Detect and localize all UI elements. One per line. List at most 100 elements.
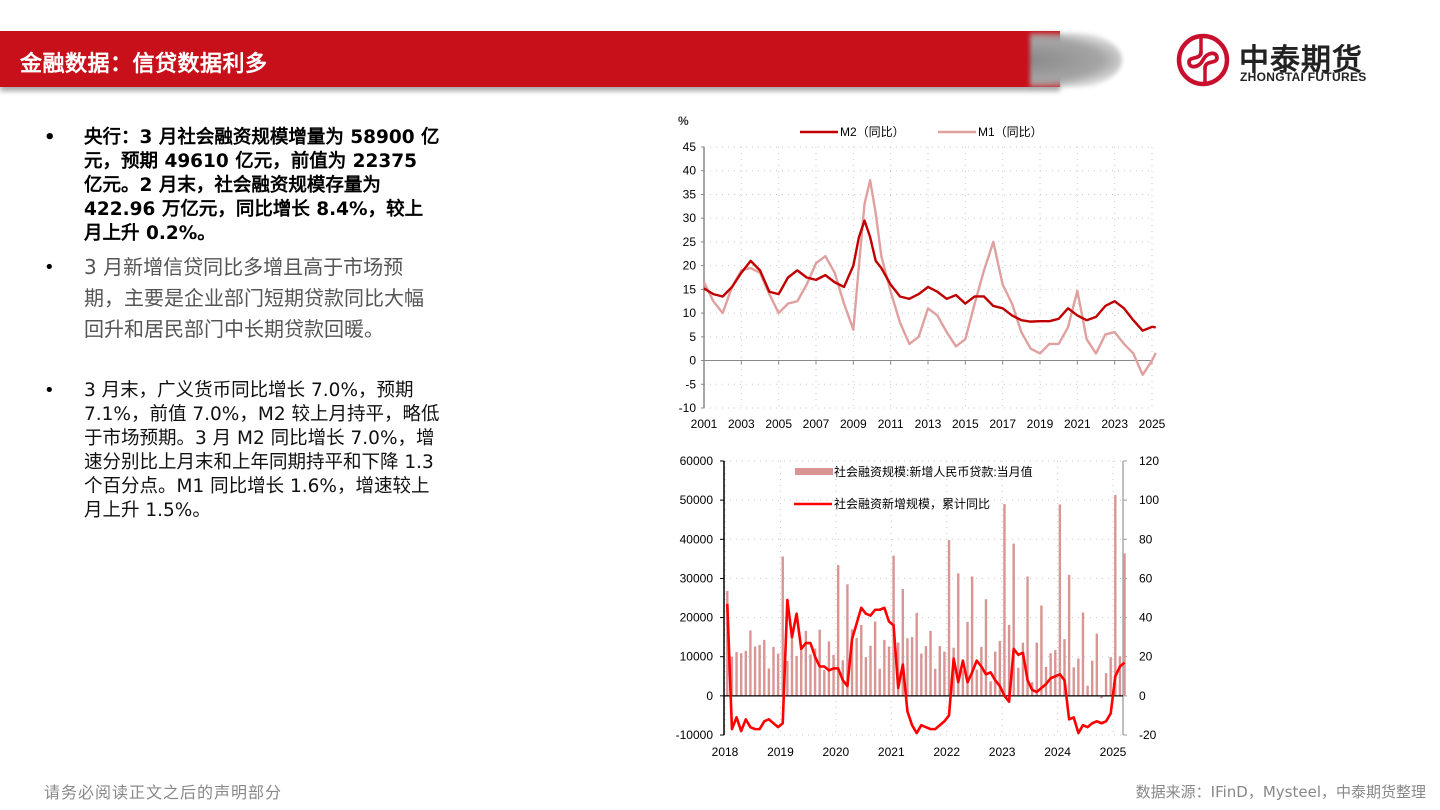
y-axis-unit: %	[678, 114, 689, 128]
y2-tick-label: 80	[1139, 532, 1153, 546]
x-tick-label: 2001	[691, 417, 718, 431]
loan-bar	[772, 646, 775, 696]
disclaimer-text: 请务必阅读正文之后的声明部分	[44, 783, 283, 802]
loan-bar	[1095, 633, 1099, 696]
company-logo: 中泰期货 ZHONGTAI FUTURES	[1176, 33, 1396, 87]
loan-bar	[887, 646, 891, 696]
bullet-dot: •	[44, 380, 55, 401]
x-tick-label: 2011	[878, 417, 904, 431]
loan-bar	[970, 576, 974, 696]
loan-bar	[943, 651, 946, 696]
bullet-item-money-supply: • 3 月末，广义货币同比增长 7.0%，预期 7.1%，前值 7.0%，M2 …	[40, 379, 440, 523]
loan-bar	[873, 621, 877, 696]
y2-tick-label: 40	[1139, 611, 1153, 625]
bullet-text: 3 月新增信贷同比多增且高于市场预期，主要是企业部门短期贷款同比大幅回升和居民部…	[84, 255, 424, 341]
loan-bar	[823, 670, 826, 696]
loan-bar	[906, 638, 909, 696]
zhongtai-logo-icon	[1176, 33, 1230, 87]
bullet-text: 3 月末，广义货币同比增长 7.0%，预期 7.1%，前值 7.0%，M2 较上…	[84, 380, 440, 521]
y-tick-label: -5	[685, 377, 696, 391]
banner-shadow-decoration	[1030, 33, 1122, 87]
x-tick-label: 2009	[840, 417, 867, 431]
loan-bar	[920, 653, 923, 696]
financing-yoy-line	[726, 598, 1126, 735]
y-tick-label: 25	[683, 235, 697, 249]
loan-bar	[994, 651, 997, 696]
loan-bar	[790, 629, 794, 696]
loan-bar	[910, 637, 914, 696]
x-tick-label: 2018	[712, 745, 739, 759]
legend-swatch-bar	[795, 468, 833, 475]
loan-bar	[1040, 605, 1043, 696]
y-tick-label: 40	[683, 164, 697, 178]
loan-bar	[753, 646, 757, 696]
loan-bar	[1054, 650, 1057, 696]
loan-bar	[864, 657, 868, 696]
y-tick-label: 30	[683, 211, 697, 225]
loan-bar	[1091, 660, 1094, 696]
loan-bar	[869, 645, 872, 696]
loan-bar	[781, 556, 784, 696]
loan-bar	[836, 565, 840, 696]
legend-label: M1（同比）	[978, 125, 1043, 139]
y2-tick-label: 60	[1139, 571, 1153, 585]
loan-bar	[980, 646, 983, 696]
bullet-list: • 央行：3 月社会融资规模增量为 58900 亿元，预期 49610 亿元，前…	[40, 126, 440, 523]
y2-tick-label: -20	[1139, 728, 1157, 742]
loan-bar	[763, 639, 766, 696]
y2-tick-label: 100	[1139, 493, 1159, 507]
bullet-dot: •	[44, 127, 56, 148]
loan-bar	[1104, 673, 1108, 696]
m1-line	[702, 179, 1157, 376]
x-tick-label: 2023	[989, 745, 1016, 759]
loan-bar	[947, 540, 951, 696]
x-tick-label: 2013	[915, 417, 942, 431]
loan-bar	[776, 653, 780, 696]
y-tick-label: 40000	[680, 532, 714, 546]
y-tick-label: -10	[679, 401, 697, 415]
legend-label: 社会融资规模:新增人民币贷款:当月值	[834, 464, 1033, 479]
loan-bar	[818, 629, 821, 696]
loan-bar	[850, 629, 854, 696]
loan-bar	[966, 621, 969, 696]
loan-bar	[1086, 685, 1089, 696]
y-tick-label: 20000	[680, 611, 714, 625]
loan-bar	[957, 573, 960, 696]
loan-bar	[744, 650, 747, 696]
loan-bar	[1077, 658, 1080, 696]
x-tick-label: 2007	[803, 417, 830, 431]
y-tick-label: 60000	[680, 454, 714, 468]
loan-bar	[878, 668, 881, 696]
loan-bar	[1012, 543, 1015, 696]
bullet-item-new-credit: • 3 月新增信贷同比多增且高于市场预期，主要是企业部门短期贷款同比大幅回升和居…	[40, 252, 440, 345]
loan-bar	[726, 590, 729, 696]
data-source-text: 数据来源：IFinD，Mysteel，中泰期货整理	[1135, 783, 1426, 801]
loan-bar	[989, 681, 992, 696]
bullet-dot: •	[44, 257, 55, 278]
x-tick-label: 2005	[765, 417, 792, 431]
loan-bar	[730, 656, 734, 696]
x-tick-label: 2019	[1027, 417, 1054, 431]
loan-bar	[933, 668, 937, 696]
loan-bar	[901, 588, 905, 696]
loan-bar	[915, 612, 918, 696]
loan-bar	[1109, 657, 1112, 696]
loan-bar	[1026, 576, 1029, 696]
y-tick-label: 20	[683, 259, 697, 273]
loan-bar	[846, 584, 849, 696]
y-tick-label: 10	[683, 306, 697, 320]
y-tick-label: 0	[706, 689, 713, 703]
loan-bar	[767, 668, 771, 696]
x-tick-label: 2021	[878, 745, 905, 759]
x-tick-label: 2020	[823, 745, 850, 759]
legend-label: 社会融资新增规模，累计同比	[834, 496, 990, 511]
loan-bar	[855, 637, 858, 696]
loan-bar	[800, 649, 803, 696]
y-tick-label: 10000	[680, 650, 714, 664]
loan-bar	[735, 652, 738, 696]
loan-bar	[1114, 495, 1117, 696]
loan-bar	[1049, 653, 1052, 696]
x-tick-label: 2024	[1044, 745, 1071, 759]
loan-bar	[832, 654, 835, 696]
